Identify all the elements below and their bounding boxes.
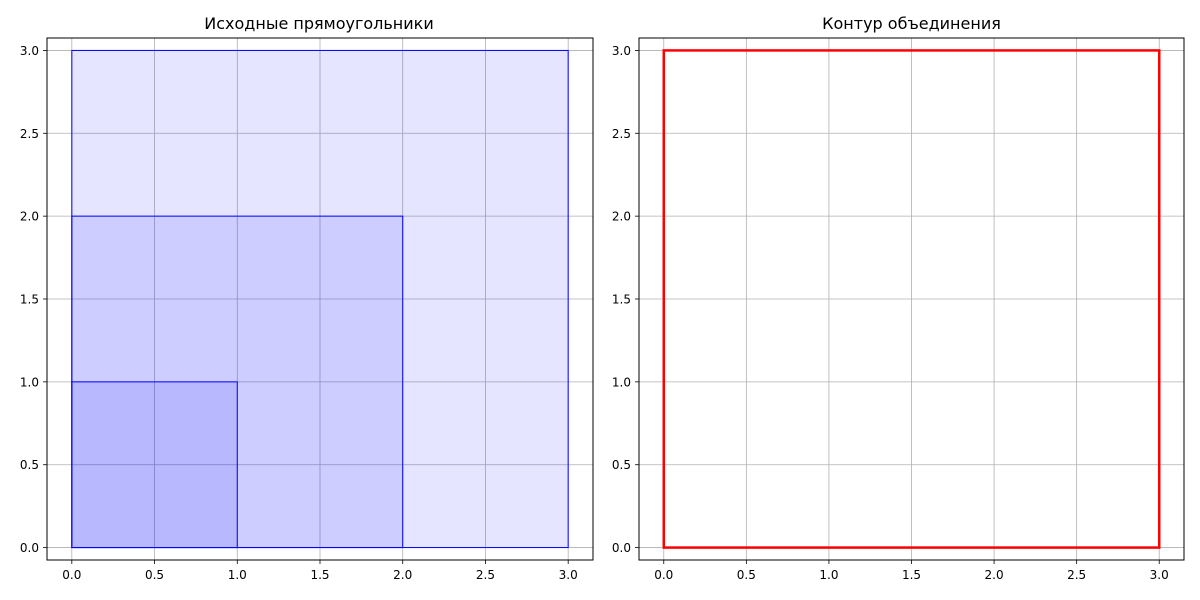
right-subplot-title: Контур объединения — [822, 14, 1001, 33]
left-subplot: Исходные прямоугольники 0.0 0.5 1.0 1.5 2.0 2… — [20, 14, 594, 582]
left-y-tick-label: 0.5 — [20, 458, 39, 472]
right-y-tick-label: 1.0 — [612, 375, 631, 389]
left-y-tick-label: 2.0 — [20, 210, 39, 224]
left-x-tick-label: 1.5 — [310, 568, 329, 582]
right-subplot: Контур объединения 0.0 0.5 1.0 1.5 2.0 2.5 3.0… — [612, 14, 1185, 582]
left-plot-area: 0.0 0.5 1.0 1.5 2.0 2.5 3.0 0.0 0.5 1.0 1.5 2.0 2.5 3… — [20, 37, 594, 582]
left-rectangle-2 — [71, 381, 238, 549]
left-x-tick-label: 0.5 — [145, 568, 164, 582]
left-x-tick-label: 3.0 — [559, 568, 578, 582]
right-y-tick-label: 2.5 — [612, 127, 631, 141]
right-plot-area: 0.0 0.5 1.0 1.5 2.0 2.5 3.0 0.0 0.5 1.0 1.5 2.0 2.5 3… — [612, 37, 1185, 582]
right-rectangle-0 — [662, 49, 1161, 549]
right-x-tick-label: 1.0 — [819, 568, 838, 582]
left-y-tick-label: 2.5 — [20, 127, 39, 141]
left-y-tick-label: 0.0 — [20, 541, 39, 555]
right-y-tick-label: 1.5 — [612, 293, 631, 307]
right-y-tick-label: 0.0 — [612, 541, 631, 555]
left-rectangle-0 — [71, 49, 569, 549]
left-x-tick-label: 1.0 — [228, 568, 247, 582]
right-y-tick-label: 2.0 — [612, 210, 631, 224]
left-x-tick-label: 0.0 — [62, 568, 81, 582]
left-y-tick-label: 1.5 — [20, 293, 39, 307]
right-x-tick-label: 0.5 — [737, 568, 756, 582]
right-y-tick-label: 0.5 — [612, 458, 631, 472]
left-x-tick-label: 2.5 — [476, 568, 495, 582]
right-x-tick-label: 2.0 — [985, 568, 1004, 582]
left-y-tick-label: 1.0 — [20, 375, 39, 389]
right-x-tick-label: 2.5 — [1067, 568, 1086, 582]
left-y-tick-label: 3.0 — [20, 44, 39, 58]
left-x-tick-label: 2.0 — [393, 568, 412, 582]
left-subplot-title: Исходные прямоугольники — [204, 14, 433, 33]
right-x-tick-label: 1.5 — [902, 568, 921, 582]
right-x-tick-label: 3.0 — [1150, 568, 1169, 582]
right-y-tick-label: 3.0 — [612, 44, 631, 58]
right-x-tick-label: 0.0 — [654, 568, 673, 582]
